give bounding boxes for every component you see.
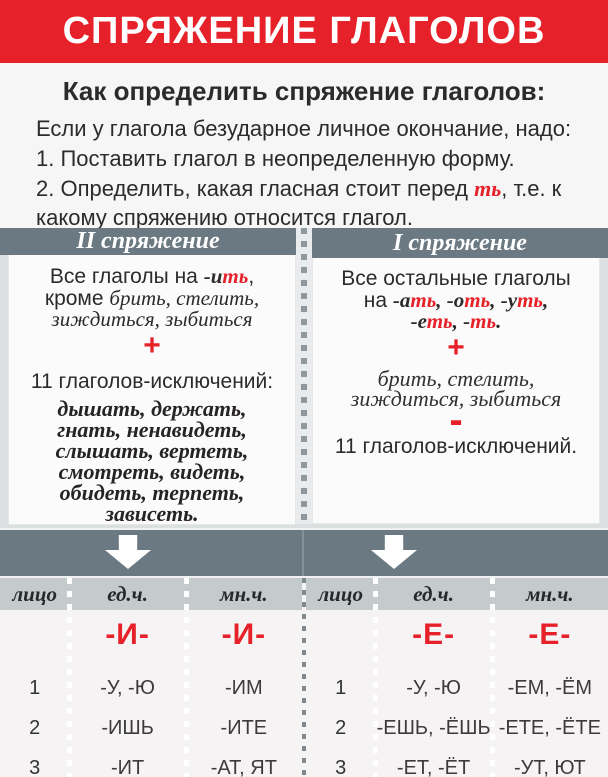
howto-section: Как определить спряжение глаголов: Если … bbox=[0, 63, 608, 230]
plural-ending-cell: -ЕТЕ, -ЁТЕ bbox=[498, 716, 601, 739]
second-exception-verbs: дышать, держать, гнать, ненавидеть, слышат… bbox=[55, 395, 249, 526]
plural-ending: -Е- bbox=[528, 618, 572, 651]
down-arrow-icon bbox=[105, 535, 151, 569]
second-conjugation-header: II спряжение bbox=[0, 228, 296, 255]
down-arrow-icon bbox=[371, 535, 417, 569]
plural-column-label: мн.ч. bbox=[220, 581, 268, 606]
howto-step-1: 1. Поставить глагол в неопределенную фор… bbox=[36, 146, 515, 171]
first-extra-verbs: брить, стелить, зиждиться, зыбиться bbox=[350, 365, 562, 411]
plural-ending-cell: -ЕМ, -ЁМ bbox=[507, 676, 593, 699]
person-number: 1 bbox=[335, 676, 347, 699]
second-conjugation-table: лицо ед.ч. мн.ч. -И- -И- 1 -У, -Ю -ИМ bbox=[0, 578, 302, 777]
singular-ending-cell: -ИТ bbox=[110, 756, 145, 777]
poster-header: СПРЯЖЕНИЕ ГЛАГОЛОВ bbox=[0, 0, 608, 63]
person-column-label: лицо bbox=[318, 581, 364, 606]
poster-title: СПРЯЖЕНИЕ ГЛАГОЛОВ bbox=[62, 10, 546, 52]
endings-tables: лицо ед.ч. мн.ч. -И- -И- 1 -У, -Ю -ИМ bbox=[0, 578, 608, 777]
table-row: 2 -ЕШЬ, -ЁШЬ -ЕТЕ, -ЁТЕ bbox=[306, 708, 608, 748]
plural-ending-cell: -УТ, ЮТ bbox=[513, 756, 586, 777]
column-divider bbox=[296, 228, 312, 524]
second-conjugation-column: II спряжение Все глаголы на -ить, кроме б… bbox=[0, 228, 296, 528]
plus-sign: + bbox=[143, 328, 161, 362]
first-conjugation-panel: Все остальные глаголы на -ать, -оть, -уть… bbox=[312, 258, 600, 524]
conjugation-columns: II спряжение Все глаголы на -ить, кроме б… bbox=[0, 228, 608, 528]
second-exceptions-label: 11 глаголов-исключений: bbox=[30, 369, 274, 393]
table-row: 1 -У, -Ю -ИМ bbox=[0, 668, 302, 708]
person-number: 2 bbox=[29, 716, 41, 739]
dotted-line bbox=[301, 228, 307, 524]
dotted-separator bbox=[183, 578, 189, 777]
arrow-band bbox=[0, 530, 608, 576]
person-number: 1 bbox=[29, 676, 41, 699]
table-body: -Е- -Е- 1 -У, -Ю -ЕМ, -ЁМ 2 -ЕШЬ, -ЁШЬ -… bbox=[306, 610, 608, 777]
plus-sign: + bbox=[447, 330, 465, 364]
band-seam bbox=[302, 530, 304, 576]
minus-sign: - bbox=[449, 397, 463, 442]
plural-ending-cell: -АТ, ЯТ bbox=[210, 756, 277, 777]
second-conjugation-rule: Все глаголы на -ить, кроме брить, стелить… bbox=[44, 264, 260, 331]
singular-ending-cell: -ЕШЬ, -ЁШЬ bbox=[376, 716, 491, 739]
first-conjugation-header: I спряжение bbox=[312, 228, 608, 258]
person-column-label: лицо bbox=[12, 581, 58, 606]
person-number: 3 bbox=[29, 756, 41, 777]
singular-ending: -Е- bbox=[412, 618, 456, 651]
table-rows: 1 -У, -Ю -ИМ 2 -ИШЬ -ИТЕ 3 -ИТ -АТ, ЯТ bbox=[0, 668, 302, 777]
table-header-row: лицо ед.ч. мн.ч. bbox=[306, 578, 608, 610]
howto-title: Как определить спряжение глаголов: bbox=[62, 76, 546, 106]
first-conjugation-column: I спряжение Все остальные глаголы на -ать… bbox=[312, 228, 608, 528]
howto-step-2: 2. Определить, какая гласная стоит перед… bbox=[36, 176, 562, 230]
howto-body: Если у глагола безударное личное окончан… bbox=[0, 107, 608, 232]
table-rows: 1 -У, -Ю -ЕМ, -ЁМ 2 -ЕШЬ, -ЁШЬ -ЕТЕ, -ЁТ… bbox=[306, 668, 608, 777]
table-row: 3 -ИТ -АТ, ЯТ bbox=[0, 748, 302, 777]
dotted-separator bbox=[489, 578, 495, 777]
dotted-separator bbox=[67, 578, 73, 777]
howto-intro: Если у глагола безударное личное окончан… bbox=[36, 116, 572, 141]
singular-ending-cell: -ИШЬ bbox=[101, 716, 154, 739]
second-conjugation-panel: Все глаголы на -ить, кроме брить, стелить… bbox=[8, 255, 296, 525]
arrow-band-section bbox=[0, 528, 608, 578]
table-row: 2 -ИШЬ -ИТЕ bbox=[0, 708, 302, 748]
singular-ending: -И- bbox=[105, 618, 150, 651]
person-number: 2 bbox=[335, 716, 347, 739]
dotted-separator bbox=[373, 578, 379, 777]
singular-ending-cell: -У, -Ю bbox=[406, 676, 461, 699]
singular-column-label: ед.ч. bbox=[107, 581, 148, 606]
person-number: 3 bbox=[335, 756, 347, 777]
table-row: 3 -ЕТ, -ЁТ -УТ, ЮТ bbox=[306, 748, 608, 777]
endings-row: -Е- -Е- bbox=[306, 610, 608, 651]
singular-ending-cell: -ЕТ, -ЁТ bbox=[396, 756, 471, 777]
table-header-row: лицо ед.ч. мн.ч. bbox=[0, 578, 302, 610]
plural-column-label: мн.ч. bbox=[526, 581, 574, 606]
table-row: 1 -У, -Ю -ЕМ, -ЁМ bbox=[306, 668, 608, 708]
first-exceptions-label: 11 глаголов-исключений. bbox=[334, 434, 578, 458]
endings-row: -И- -И- bbox=[0, 610, 302, 651]
plural-ending: -И- bbox=[221, 618, 267, 651]
center-dotted-divider bbox=[302, 578, 306, 777]
table-body: -И- -И- 1 -У, -Ю -ИМ 2 -ИШЬ -ИТЕ bbox=[0, 610, 302, 777]
first-conjugation-table: лицо ед.ч. мн.ч. -Е- -Е- 1 -У, -Ю -ЕМ, -… bbox=[306, 578, 608, 777]
plural-ending-cell: -ИТЕ bbox=[220, 716, 268, 739]
singular-column-label: ед.ч. bbox=[413, 581, 454, 606]
plural-ending-cell: -ИМ bbox=[225, 676, 263, 699]
first-conjugation-rule: Все остальные глаголы на -ать, -оть, -уть… bbox=[341, 267, 571, 333]
singular-ending-cell: -У, -Ю bbox=[100, 676, 155, 699]
